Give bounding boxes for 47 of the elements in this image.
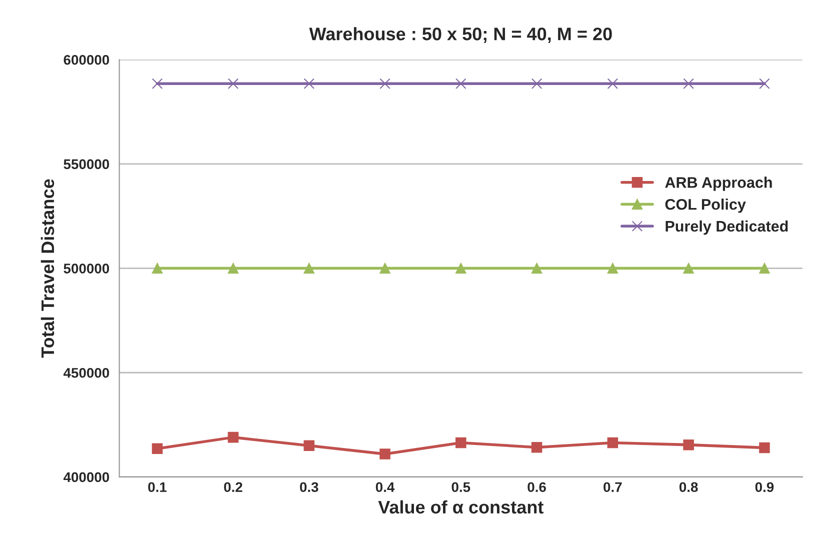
point	[607, 262, 618, 274]
x-tick-label: 0.3	[300, 482, 318, 492]
point	[531, 442, 542, 453]
x-tick-label: 0.6	[528, 482, 546, 492]
y-tick-label: 500000	[64, 264, 110, 274]
y-tick-label: 400000	[63, 472, 110, 482]
y-tick-label: 550000	[64, 159, 110, 170]
y-tick-label: 600000	[64, 54, 110, 65]
point	[456, 262, 466, 274]
x-axis-title: Value of α constant	[378, 500, 544, 514]
y-tick-label: 450000	[63, 368, 110, 378]
point	[380, 78, 390, 89]
chart-title: Warehouse : 50 x 50; N = 40, M = 20	[309, 27, 612, 43]
point	[228, 262, 239, 274]
point	[683, 262, 694, 274]
point	[304, 440, 314, 452]
point	[380, 262, 390, 274]
point	[304, 262, 314, 274]
legend-label: Purely Dedicated	[666, 220, 788, 235]
point	[531, 78, 542, 89]
x-tick-label: 0.8	[679, 482, 698, 492]
point	[531, 262, 542, 274]
x-tick-label: 0.9	[755, 482, 774, 492]
x-tick-label: 0.4	[376, 482, 395, 492]
point	[607, 78, 618, 89]
point	[228, 78, 239, 89]
legend-label: ARB Approach	[665, 176, 772, 191]
point	[759, 442, 770, 454]
x-tick-label: 0.5	[452, 482, 470, 492]
point	[607, 437, 618, 448]
x-tick-label: 0.7	[604, 482, 622, 492]
point	[759, 262, 770, 274]
point	[683, 439, 694, 450]
point	[152, 443, 163, 454]
point	[380, 448, 390, 460]
x-tick-label: 0.2	[224, 482, 242, 492]
point	[152, 262, 163, 274]
legend-label: COL Policy	[665, 198, 746, 213]
x-tick-label: 0.1	[148, 482, 167, 492]
point	[456, 437, 466, 448]
point	[304, 78, 314, 89]
point	[683, 78, 694, 89]
point	[228, 432, 239, 443]
y-axis-title: Total Travel Distance	[40, 179, 54, 358]
point	[759, 78, 770, 89]
point	[152, 78, 163, 89]
point	[456, 78, 466, 89]
